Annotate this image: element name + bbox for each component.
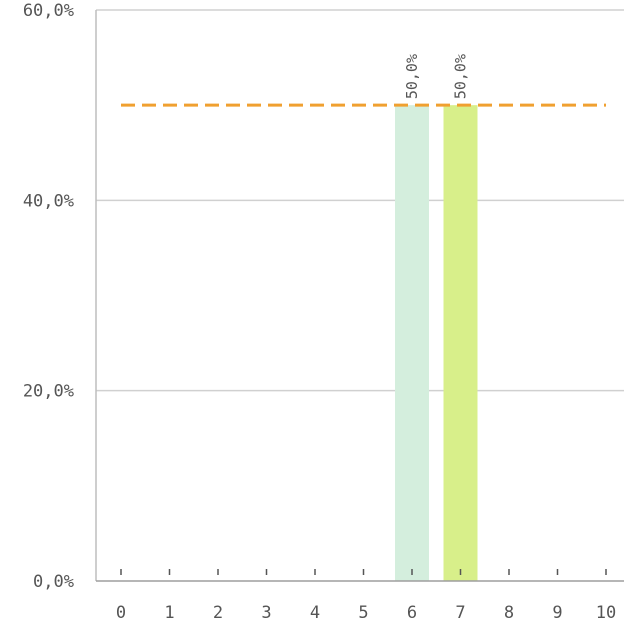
axes (95, 10, 624, 582)
data-label-7: 50,0% (452, 54, 470, 99)
bar-7 (443, 105, 478, 582)
x-tick-label: 8 (504, 603, 514, 623)
x-axis-labels: 0 1 2 3 4 5 6 7 8 9 10 (116, 603, 616, 623)
x-tick-label: 10 (596, 603, 616, 623)
x-tick-label: 3 (261, 603, 271, 623)
x-tick-label: 0 (116, 603, 126, 623)
x-tick-label: 7 (455, 603, 465, 623)
x-tick-label: 2 (213, 603, 223, 623)
gridlines (96, 9, 624, 392)
y-tick-label: 40,0% (23, 191, 74, 211)
x-tick-label: 4 (310, 603, 320, 623)
x-tick-label: 9 (552, 603, 562, 623)
bar-6 (395, 105, 429, 582)
x-tick-label: 5 (358, 603, 368, 623)
data-label-6: 50,0% (403, 54, 421, 99)
data-labels: 50,0% 50,0% (403, 54, 470, 99)
x-axis-ticks (120, 569, 607, 575)
y-axis-labels: 0,0% 20,0% 40,0% 60,0% (23, 1, 74, 592)
y-tick-label: 0,0% (33, 572, 74, 592)
bars (395, 105, 478, 582)
y-tick-label: 20,0% (23, 382, 74, 402)
y-tick-label: 60,0% (23, 1, 74, 21)
x-tick-label: 1 (164, 603, 174, 623)
x-tick-label: 6 (407, 603, 417, 623)
